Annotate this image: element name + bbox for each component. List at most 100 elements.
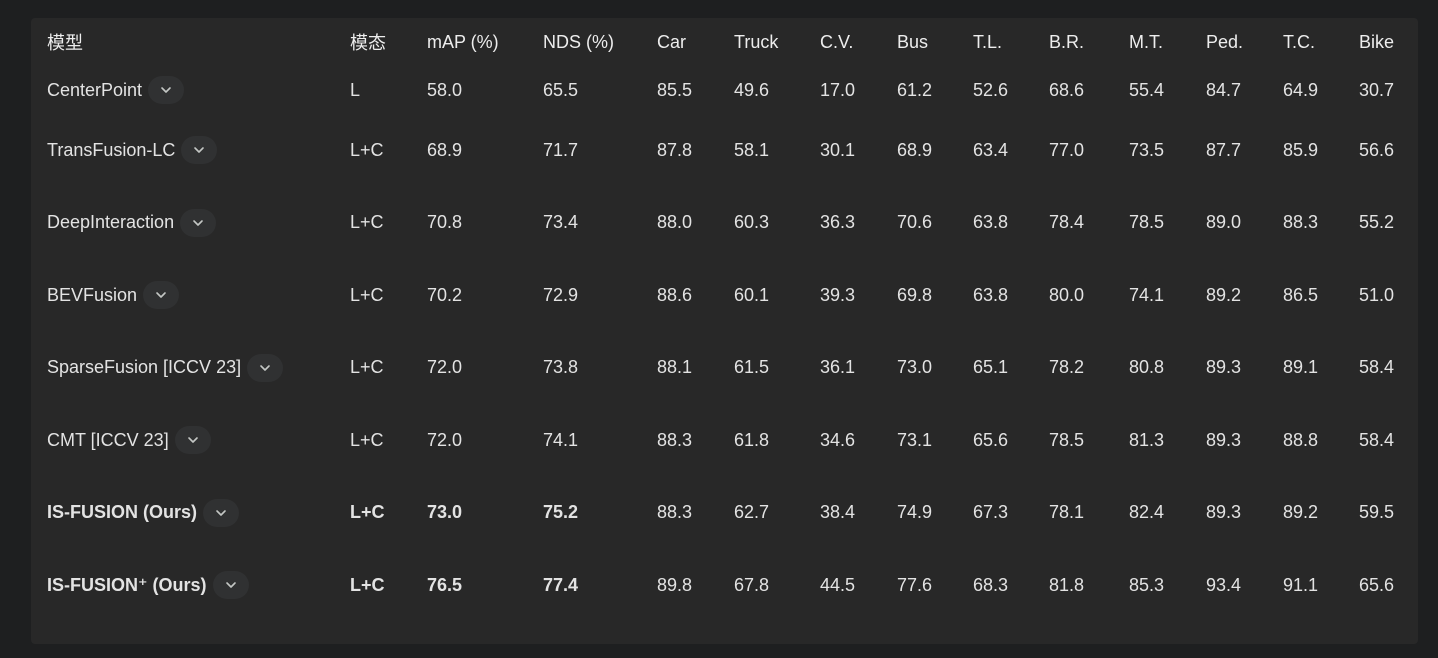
- tl-cell: 68.3: [973, 574, 1009, 595]
- modality-cell: L+C: [350, 357, 384, 378]
- chevron-down-icon: [216, 509, 226, 516]
- car-cell: 87.8: [657, 139, 693, 160]
- car-cell: 88.0: [657, 212, 693, 233]
- model-name: DeepInteraction: [47, 212, 175, 233]
- br-cell: 81.8: [1049, 574, 1085, 595]
- results-table-panel: 模型 模态 mAP (%) NDS (%) Car Truck C.V. Bus…: [31, 18, 1418, 644]
- car-cell: 88.1: [657, 357, 693, 378]
- table-row: CMT [ICCV 23] L+C 72.0 74.1 88.3 61.8 34…: [31, 404, 1418, 477]
- cv-cell: 36.1: [820, 357, 856, 378]
- tc-cell: 86.5: [1283, 284, 1319, 305]
- header-bike: Bike: [1359, 31, 1395, 52]
- header-bus: Bus: [897, 31, 929, 52]
- ped-cell: 93.4: [1206, 574, 1242, 595]
- bus-cell: 68.9: [897, 139, 933, 160]
- tc-cell: 89.1: [1283, 357, 1319, 378]
- tl-cell: 63.8: [973, 284, 1009, 305]
- modality-cell: L+C: [350, 139, 384, 160]
- truck-cell: 49.6: [734, 79, 770, 100]
- tc-cell: 91.1: [1283, 574, 1319, 595]
- bus-cell: 77.6: [897, 574, 933, 595]
- tl-cell: 65.1: [973, 357, 1009, 378]
- mt-cell: 85.3: [1129, 574, 1165, 595]
- tl-cell: 52.6: [973, 79, 1009, 100]
- model-cell: TransFusion-LC: [31, 114, 334, 187]
- cv-cell: 17.0: [820, 79, 856, 100]
- model-cell: IS-FUSION⁺ (Ours): [31, 549, 334, 622]
- bike-cell: 65.6: [1359, 574, 1395, 595]
- car-cell: 89.8: [657, 574, 693, 595]
- ped-cell: 84.7: [1206, 79, 1242, 100]
- row-expand-button[interactable]: [180, 208, 217, 237]
- truck-cell: 60.3: [734, 212, 770, 233]
- car-cell: 88.3: [657, 429, 693, 450]
- nds-cell: 74.1: [543, 429, 579, 450]
- table-row: CenterPoint L 58.0 65.5 85.5 49.6 17.0 6…: [31, 66, 1418, 114]
- row-expand-button[interactable]: [247, 353, 284, 382]
- nds-cell: 77.4: [543, 574, 579, 595]
- modality-cell: L+C: [350, 574, 385, 595]
- modality-cell: L+C: [350, 429, 384, 450]
- cv-cell: 34.6: [820, 429, 856, 450]
- model-name: CenterPoint: [47, 79, 143, 100]
- truck-cell: 61.8: [734, 429, 770, 450]
- car-cell: 88.3: [657, 502, 693, 523]
- map-cell: 72.0: [427, 357, 463, 378]
- bike-cell: 58.4: [1359, 429, 1395, 450]
- truck-cell: 61.5: [734, 357, 770, 378]
- chevron-down-icon: [156, 292, 166, 299]
- map-cell: 72.0: [427, 429, 463, 450]
- cv-cell: 44.5: [820, 574, 856, 595]
- mt-cell: 78.5: [1129, 212, 1165, 233]
- header-model: 模型: [47, 33, 83, 53]
- mt-cell: 74.1: [1129, 284, 1165, 305]
- model-cell: CenterPoint: [31, 66, 334, 114]
- tl-cell: 63.8: [973, 212, 1009, 233]
- table-header: 模型 模态 mAP (%) NDS (%) Car Truck C.V. Bus…: [31, 18, 1418, 66]
- model-name: CMT [ICCV 23]: [47, 429, 169, 450]
- bus-cell: 61.2: [897, 79, 933, 100]
- table-row: SparseFusion [ICCV 23] L+C 72.0 73.8 88.…: [31, 332, 1418, 405]
- ped-cell: 87.7: [1206, 139, 1242, 160]
- tc-cell: 85.9: [1283, 139, 1319, 160]
- table-row: BEVFusion L+C 70.2 72.9 88.6 60.1 39.3 6…: [31, 259, 1418, 332]
- truck-cell: 58.1: [734, 139, 770, 160]
- row-expand-button[interactable]: [143, 281, 180, 310]
- nds-cell: 73.4: [543, 212, 579, 233]
- bike-cell: 55.2: [1359, 212, 1395, 233]
- br-cell: 77.0: [1049, 139, 1085, 160]
- modality-cell: L+C: [350, 502, 385, 523]
- chevron-down-icon: [193, 219, 203, 226]
- map-cell: 70.2: [427, 284, 463, 305]
- br-cell: 78.2: [1049, 357, 1085, 378]
- header-modality: 模态: [350, 33, 386, 53]
- header-row: 模型 模态 mAP (%) NDS (%) Car Truck C.V. Bus…: [31, 18, 1418, 66]
- br-cell: 68.6: [1049, 79, 1085, 100]
- table-row: TransFusion-LC L+C 68.9 71.7 87.8 58.1 3…: [31, 114, 1418, 187]
- row-expand-button[interactable]: [212, 571, 249, 600]
- mt-cell: 55.4: [1129, 79, 1165, 100]
- row-expand-button[interactable]: [174, 426, 211, 455]
- header-tc: T.C.: [1283, 31, 1316, 52]
- header-tl: T.L.: [973, 31, 1003, 52]
- tc-cell: 88.8: [1283, 429, 1319, 450]
- bus-cell: 69.8: [897, 284, 933, 305]
- br-cell: 78.5: [1049, 429, 1085, 450]
- map-cell: 68.9: [427, 139, 463, 160]
- car-cell: 88.6: [657, 284, 693, 305]
- model-cell: CMT [ICCV 23]: [31, 404, 334, 477]
- row-expand-button[interactable]: [181, 136, 218, 165]
- mt-cell: 73.5: [1129, 139, 1165, 160]
- header-mt: M.T.: [1129, 31, 1163, 52]
- row-expand-button[interactable]: [148, 76, 185, 104]
- row-expand-button[interactable]: [203, 498, 240, 527]
- ped-cell: 89.3: [1206, 502, 1242, 523]
- map-cell: 76.5: [427, 574, 463, 595]
- bike-cell: 56.6: [1359, 139, 1395, 160]
- map-cell: 73.0: [427, 502, 463, 523]
- car-cell: 85.5: [657, 79, 693, 100]
- bike-cell: 51.0: [1359, 284, 1395, 305]
- model-cell: DeepInteraction: [31, 187, 334, 260]
- tc-cell: 64.9: [1283, 79, 1319, 100]
- nds-cell: 71.7: [543, 139, 579, 160]
